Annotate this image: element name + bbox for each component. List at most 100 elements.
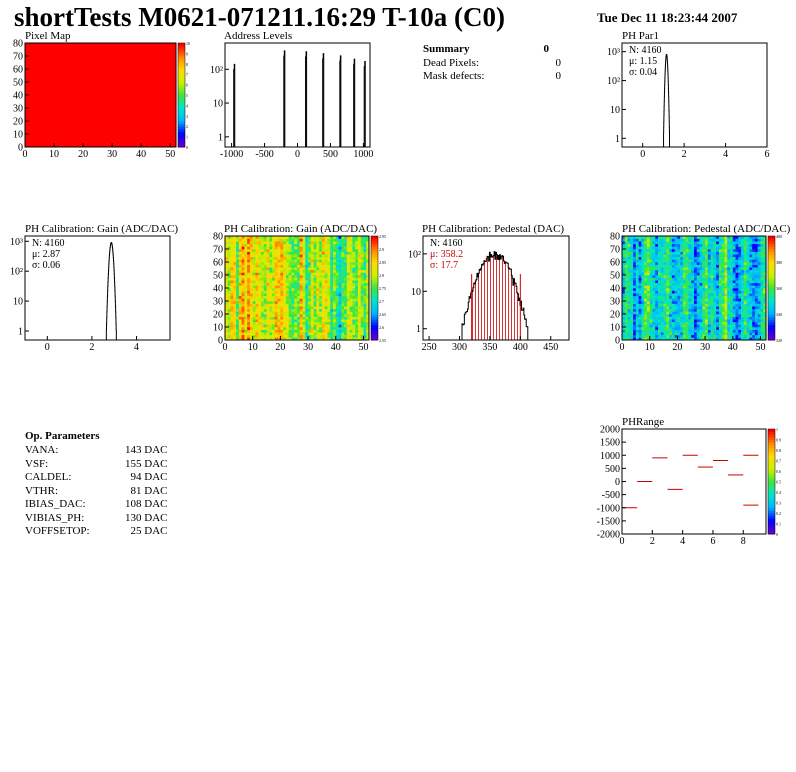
heatmap-cell — [680, 280, 684, 284]
heatmap-cell — [299, 262, 303, 265]
heatmap-cell — [718, 301, 722, 304]
heatmap-cell — [705, 329, 709, 333]
heatmap-cell — [277, 306, 281, 310]
heatmap-cell — [252, 267, 256, 271]
heatmap-cell — [247, 246, 251, 250]
heatmap-cell — [288, 267, 292, 271]
heatmap-cell — [652, 288, 656, 291]
heatmap-cell — [280, 285, 284, 289]
heatmap-cell — [291, 306, 295, 310]
heatmap-cell — [283, 238, 287, 242]
heatmap-cell — [624, 301, 628, 304]
heatmap-cell — [660, 285, 664, 289]
heatmap-cell — [669, 272, 673, 276]
heatmap-cell — [283, 259, 287, 263]
heatmap-cell — [327, 295, 331, 299]
heatmap-cell — [299, 256, 303, 260]
heatmap-cell — [685, 256, 689, 260]
heatmap-cell — [763, 259, 767, 263]
heatmap-cell — [652, 280, 656, 284]
x-tick-label: 0 — [640, 149, 645, 160]
heatmap-cell — [760, 277, 764, 281]
heatmap-cell — [638, 327, 642, 330]
heatmap-cell — [652, 269, 656, 273]
y-tick-label: 50 — [610, 271, 620, 282]
heatmap-cell — [688, 282, 692, 286]
heatmap-cell — [341, 295, 345, 299]
colorbar-cell — [768, 316, 775, 320]
heatmap-cell — [738, 275, 742, 278]
heatmap-cell — [288, 254, 292, 258]
heatmap-cell — [313, 314, 317, 317]
colorbar-cell — [768, 324, 775, 328]
heatmap-cell — [241, 303, 245, 307]
colorbar-cell — [371, 259, 378, 263]
op-param-label: VSF: — [25, 457, 49, 470]
heatmap-cell — [341, 254, 345, 258]
heatmap-cell — [247, 314, 251, 317]
heatmap-cell — [360, 334, 364, 338]
heatmap-cell — [355, 254, 359, 258]
heatmap-cell — [346, 285, 350, 289]
heatmap-cell — [360, 282, 364, 286]
heatmap-cell — [727, 303, 731, 307]
heatmap-cell — [730, 337, 734, 341]
y-tick-label: 0 — [615, 477, 620, 488]
heatmap-cell — [291, 314, 295, 317]
heatmap-cell — [735, 269, 739, 273]
heatmap-cell — [294, 327, 298, 330]
heatmap-cell — [288, 293, 292, 297]
colorbar-cell — [178, 102, 185, 106]
heatmap-cell — [677, 337, 681, 341]
heatmap-cell — [266, 298, 270, 302]
heatmap-cell — [363, 293, 367, 297]
heatmap-cell — [707, 243, 711, 247]
heatmap-cell — [682, 285, 686, 289]
heatmap-cell — [247, 324, 251, 328]
ph-gain-map-title: PH Calibration: Gain (ADC/DAC) — [224, 223, 378, 235]
colorbar-cell — [768, 473, 775, 477]
heatmap-cell — [688, 267, 692, 271]
heatmap-cell — [705, 308, 709, 312]
heatmap-cell — [321, 243, 325, 247]
heatmap-cell — [641, 277, 645, 281]
heatmap-cell — [663, 251, 667, 255]
heatmap-cell — [663, 327, 667, 330]
heatmap-cell — [313, 311, 317, 315]
heatmap-cell — [702, 264, 706, 268]
heatmap-cell — [352, 249, 356, 252]
heatmap-cell — [718, 277, 722, 281]
heatmap-cell — [266, 243, 270, 247]
heatmap-cell — [732, 314, 736, 317]
heatmap-cell — [238, 249, 242, 252]
heatmap-cell — [346, 282, 350, 286]
heatmap-cell — [741, 301, 745, 304]
colorbar-cell — [768, 254, 775, 258]
heatmap-cell — [754, 277, 758, 281]
heatmap-cell — [272, 264, 276, 268]
heatmap-cell — [702, 319, 706, 323]
heatmap-cell — [685, 267, 689, 271]
colorbar-cell — [178, 97, 185, 101]
heatmap-cell — [721, 275, 725, 278]
heatmap-cell — [252, 241, 256, 245]
heatmap-cell — [244, 290, 248, 294]
colorbar-label: 0.8 — [776, 448, 781, 453]
heatmap-cell — [294, 251, 298, 255]
heatmap-cell — [638, 238, 642, 242]
heatmap-cell — [258, 277, 262, 281]
heatmap-cell — [685, 269, 689, 273]
heatmap-cell — [680, 306, 684, 310]
y-tick-label: 10 — [411, 287, 421, 298]
heatmap-cell — [269, 324, 273, 328]
heatmap-cell — [666, 246, 670, 250]
heatmap-cell — [646, 319, 650, 323]
heatmap-cell — [294, 243, 298, 247]
heatmap-cell — [244, 319, 248, 323]
heatmap-cell — [305, 272, 309, 276]
heatmap-cell — [252, 316, 256, 320]
heatmap-cell — [225, 280, 229, 284]
heatmap-cell — [285, 308, 289, 312]
heatmap-cell — [263, 311, 267, 315]
plot-frame — [224, 42, 371, 148]
